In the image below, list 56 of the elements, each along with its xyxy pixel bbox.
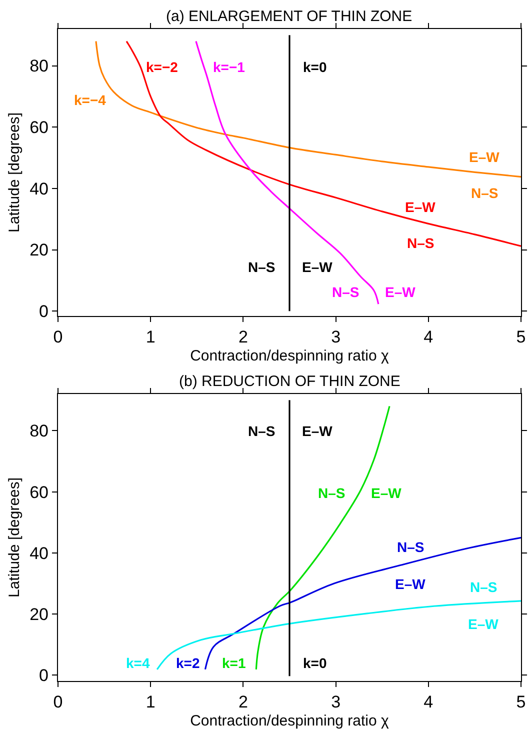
x-tick-label: 2 (238, 692, 248, 712)
annotation: E–W (371, 485, 402, 501)
annotation: E–W (302, 259, 334, 275)
y-tick-label: 80 (30, 56, 48, 76)
x-tick-label: 0 (53, 328, 63, 346)
chart-title: (b) REDUCTION OF THIN ZONE (179, 373, 400, 390)
annotation: N–S (407, 235, 434, 251)
x-tick-label: 1 (146, 328, 156, 346)
x-tick-label: 1 (146, 692, 156, 712)
annotation: N–S (397, 539, 424, 555)
annotation: E–W (302, 423, 334, 439)
y-axis-title: Latitude [degrees] (6, 477, 23, 598)
y-tick-label: 0 (39, 666, 48, 686)
x-tick-label: 2 (238, 328, 248, 346)
y-tick-label: 40 (30, 544, 48, 563)
x-axis-title: Contraction/despinning ratio χ (190, 712, 390, 730)
annotation: E–W (385, 284, 416, 300)
series-label: k=−1 (213, 59, 246, 75)
line-series (204, 536, 521, 670)
annotation: N–S (470, 579, 498, 595)
annotation: N–S (318, 485, 346, 501)
series-label: k=2 (176, 655, 200, 671)
annotation: N–S (471, 185, 498, 201)
x-tick-label: 3 (331, 692, 341, 712)
x-tick-label: 0 (53, 692, 63, 712)
annotation: N–S (248, 423, 276, 439)
series-label: k=0 (303, 59, 327, 75)
y-axis-title: Latitude [degrees] (6, 112, 23, 233)
x-tick-label: 4 (424, 692, 434, 712)
annotation: N–S (248, 259, 276, 275)
y-tick-label: 60 (30, 482, 48, 502)
annotation: E–W (405, 199, 436, 215)
x-tick-label: 3 (331, 328, 341, 346)
line-series (156, 600, 521, 670)
y-tick-label: 60 (30, 118, 48, 138)
y-tick-label: 40 (30, 179, 48, 198)
annotation: E–W (395, 576, 426, 592)
y-tick-label: 80 (30, 422, 48, 441)
series-label: k=−2 (146, 59, 178, 75)
x-tick-label: 5 (516, 692, 526, 712)
annotation: E–W (468, 616, 500, 632)
series-label: k=0 (303, 655, 327, 671)
series-label: k=1 (222, 655, 246, 671)
y-tick-label: 0 (39, 302, 48, 322)
x-axis-title: Contraction/despinning ratio χ (190, 348, 390, 364)
series-label: k=4 (126, 655, 150, 671)
line-series (195, 40, 380, 305)
y-tick-label: 20 (30, 605, 48, 624)
line-series (126, 40, 521, 247)
y-tick-label: 20 (30, 240, 48, 260)
x-tick-label: 5 (516, 328, 526, 346)
x-tick-label: 4 (424, 328, 434, 346)
series-label: k=−4 (74, 92, 106, 108)
annotation: E–W (469, 149, 500, 165)
annotation: N–S (332, 284, 360, 300)
chart-title: (a) ENLARGEMENT OF THIN ZONE (166, 8, 412, 25)
